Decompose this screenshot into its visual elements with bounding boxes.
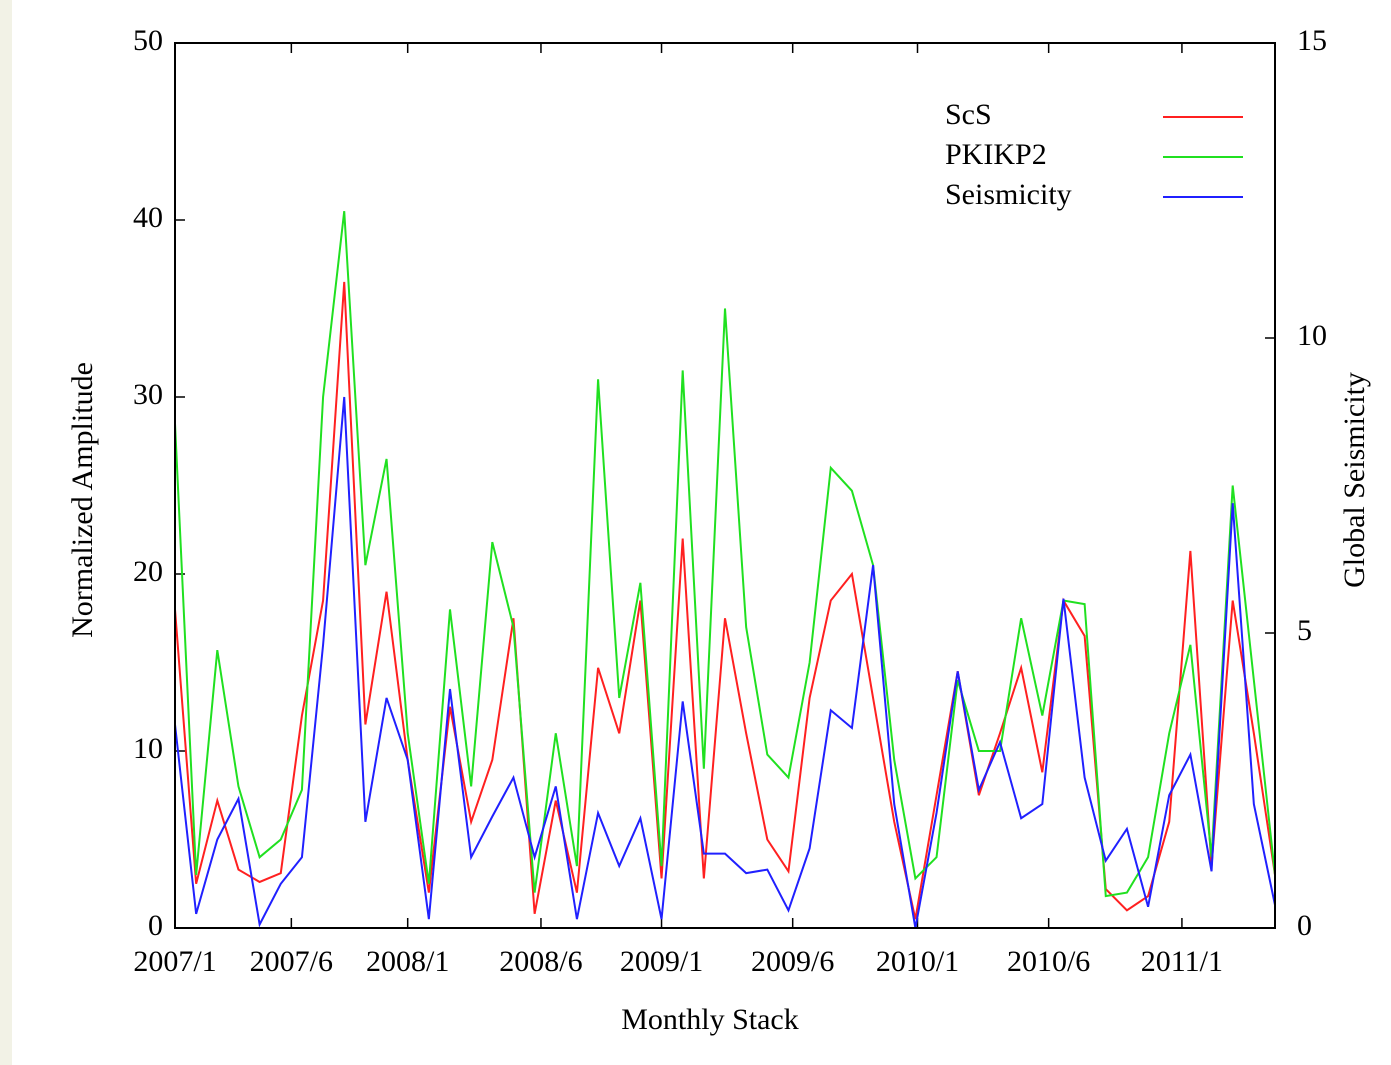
y-tick-label: 0 <box>148 909 163 942</box>
y-tick-label: 20 <box>133 555 163 588</box>
x-tick-label: 2008/1 <box>366 945 449 978</box>
series-line <box>174 281 1276 920</box>
plot-frame <box>174 42 1276 929</box>
y2-axis-title: Global Seismicity <box>1338 372 1371 588</box>
x-tick-label: 2009/1 <box>620 945 703 978</box>
y2-tick-label: 0 <box>1297 909 1312 942</box>
x-tick-label: 2007/6 <box>250 945 333 978</box>
series-line <box>174 211 1276 898</box>
y2-tick-label: 5 <box>1297 614 1312 647</box>
x-tick-label: 2010/1 <box>876 945 959 978</box>
legend-label: Seismicity <box>945 178 1072 211</box>
y-axis-title: Normalized Amplitude <box>66 362 99 638</box>
x-tick-label: 2008/6 <box>499 945 582 978</box>
x-axis-title: Monthly Stack <box>621 1003 799 1036</box>
y-tick-label: 30 <box>133 378 163 411</box>
x-tick-label: 2007/1 <box>133 945 216 978</box>
x-tick-label: 2009/6 <box>751 945 834 978</box>
y-tick-label: 40 <box>133 201 163 234</box>
series-line <box>174 396 1276 929</box>
panel <box>12 0 1391 1065</box>
x-tick-label: 2011/1 <box>1141 945 1223 978</box>
y2-tick-label: 15 <box>1297 24 1327 57</box>
legend-label: ScS <box>945 98 992 131</box>
y2-tick-label: 10 <box>1297 319 1327 352</box>
y-tick-label: 50 <box>133 24 163 57</box>
legend-label: PKIKP2 <box>945 138 1047 171</box>
x-tick-label: 2010/6 <box>1007 945 1090 978</box>
y-tick-label: 10 <box>133 732 163 765</box>
